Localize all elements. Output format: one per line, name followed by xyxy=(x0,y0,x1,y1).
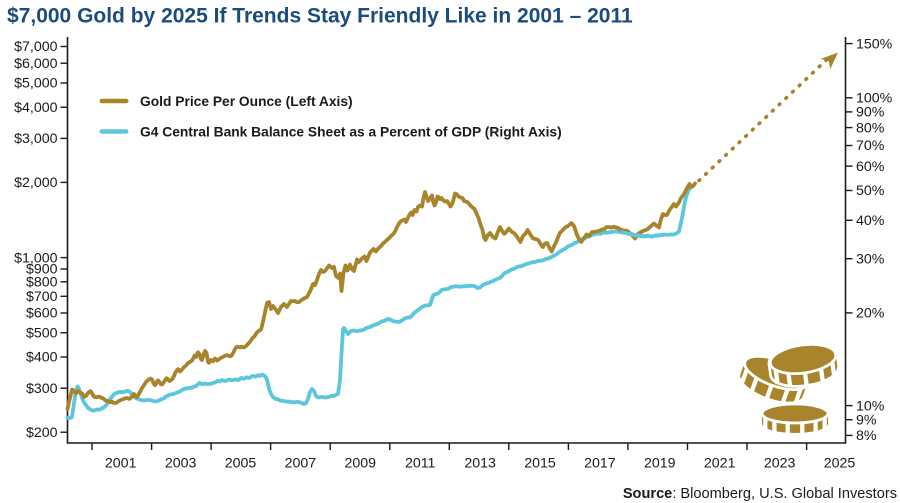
svg-text:10%: 10% xyxy=(856,398,885,414)
svg-text:100%: 100% xyxy=(856,91,893,107)
svg-text:$7,000: $7,000 xyxy=(14,39,58,55)
svg-text:$900: $900 xyxy=(26,262,58,278)
svg-text:G4 Central Bank Balance Sheet: G4 Central Bank Balance Sheet as a Perce… xyxy=(140,125,562,140)
svg-text:2007: 2007 xyxy=(285,456,317,472)
svg-text:$6,000: $6,000 xyxy=(14,56,58,72)
svg-text:2015: 2015 xyxy=(524,456,556,472)
svg-text:$2,000: $2,000 xyxy=(14,175,58,191)
svg-text:40%: 40% xyxy=(856,213,885,229)
svg-text:8%: 8% xyxy=(856,428,877,444)
svg-text:70%: 70% xyxy=(856,138,885,154)
svg-text:80%: 80% xyxy=(856,120,885,136)
svg-text:2023: 2023 xyxy=(764,456,796,472)
svg-text:9%: 9% xyxy=(856,412,877,428)
svg-text:60%: 60% xyxy=(856,159,885,175)
svg-text:$3,000: $3,000 xyxy=(14,131,58,147)
svg-text:2013: 2013 xyxy=(464,456,496,472)
svg-text:$300: $300 xyxy=(26,381,58,397)
svg-text:30%: 30% xyxy=(856,251,885,267)
svg-text:$7,000 Gold by 2025 If Trends: $7,000 Gold by 2025 If Trends Stay Frien… xyxy=(7,5,633,28)
svg-text:Source: Bloomberg, U.S. Global: Source: Bloomberg, U.S. Global Investors xyxy=(623,486,897,502)
svg-text:$5,000: $5,000 xyxy=(14,76,58,92)
svg-text:2021: 2021 xyxy=(704,456,736,472)
svg-text:50%: 50% xyxy=(856,183,885,199)
svg-text:2017: 2017 xyxy=(584,456,616,472)
svg-text:2009: 2009 xyxy=(345,456,377,472)
svg-text:2011: 2011 xyxy=(405,456,436,472)
svg-text:$400: $400 xyxy=(26,350,58,366)
svg-text:$200: $200 xyxy=(26,425,58,441)
svg-text:150%: 150% xyxy=(856,36,893,52)
svg-text:2025: 2025 xyxy=(824,456,856,472)
svg-text:$600: $600 xyxy=(26,306,58,322)
svg-text:$4,000: $4,000 xyxy=(14,100,58,116)
svg-text:$1,000: $1,000 xyxy=(14,250,58,266)
svg-text:$500: $500 xyxy=(26,326,58,342)
svg-text:20%: 20% xyxy=(856,306,885,322)
svg-text:2005: 2005 xyxy=(225,456,257,472)
svg-text:2003: 2003 xyxy=(165,456,197,472)
svg-text:2019: 2019 xyxy=(644,456,676,472)
svg-text:$800: $800 xyxy=(26,275,58,291)
svg-text:Gold Price Per Ounce (Left Axi: Gold Price Per Ounce (Left Axis) xyxy=(140,94,353,109)
svg-text:2001: 2001 xyxy=(105,456,137,472)
svg-text:$700: $700 xyxy=(26,289,58,305)
svg-text:90%: 90% xyxy=(856,105,885,121)
